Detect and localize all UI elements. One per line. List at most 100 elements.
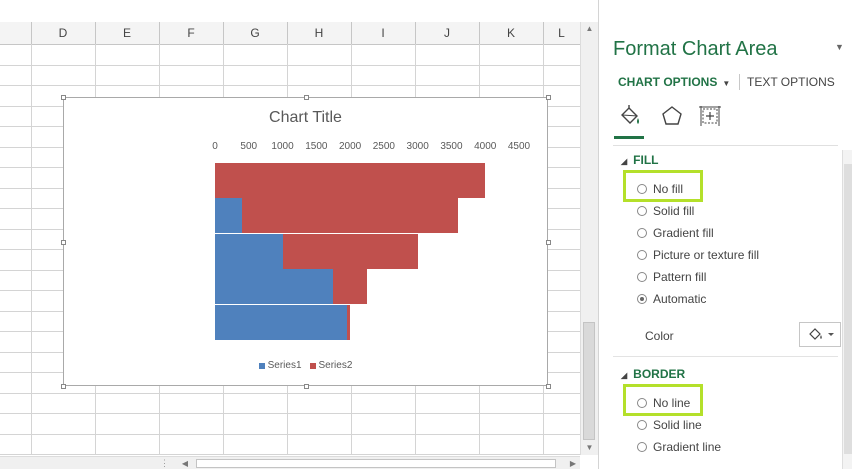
option-label: Solid fill [653,204,695,218]
radio-button[interactable] [637,442,647,452]
option-solid-fill[interactable]: Solid fill [637,204,694,218]
radio-button[interactable] [637,206,647,216]
radio-button[interactable] [637,184,647,194]
column-header[interactable]: J [444,26,450,40]
bar-series2-3[interactable] [282,233,418,269]
resize-handle[interactable] [546,384,551,389]
highlight-box [623,170,703,202]
header-column-divider [351,22,352,44]
grid-row-line [0,393,580,394]
option-solid-line[interactable]: Solid line [637,418,702,432]
bar-series1-4[interactable] [215,269,334,305]
option-no-line[interactable]: No line [637,396,690,410]
axis-tick-label: 2500 [372,141,395,152]
option-automatic[interactable]: Automatic [637,292,706,306]
legend-entry[interactable]: Series2 [309,360,353,371]
scroll-up-arrow-icon[interactable]: ▲ [585,24,594,33]
resize-handle[interactable] [61,239,66,245]
tab-text-options[interactable]: TEXT OPTIONS [747,75,835,89]
collapse-triangle-icon: ◢ [621,157,628,166]
pane-divider [613,145,838,146]
bar-series2-4[interactable] [333,269,367,305]
header-column-divider [159,22,160,44]
column-header[interactable]: E [122,26,131,40]
option-gradient-fill[interactable]: Gradient fill [637,226,714,240]
radio-button[interactable] [637,228,647,238]
border-section-header[interactable]: ◢ BORDER [621,367,685,381]
axis-tick-label: 4000 [474,141,497,152]
resize-handle[interactable] [546,95,551,100]
bar-series1-2[interactable] [215,198,243,234]
bar-series1-3[interactable] [215,233,283,269]
tab-chart-options-label: CHART OPTIONS [618,75,718,89]
pane-scroll-thumb[interactable] [844,164,852,454]
bar-series2-2[interactable] [242,198,459,234]
radio-button[interactable] [637,294,647,304]
resize-handle[interactable] [303,95,309,100]
vertical-scroll-thumb[interactable] [583,322,595,440]
size-properties-icon[interactable] [697,103,723,129]
legend-swatch [258,362,265,369]
column-header[interactable]: H [314,26,324,40]
legend-label: Series2 [318,360,353,371]
header-column-divider [287,22,288,44]
option-label: Solid line [653,418,702,432]
fill-color-picker-button[interactable] [799,322,841,347]
grid-row-line [0,65,580,66]
scroll-left-arrow-icon[interactable]: ◀ [181,459,189,468]
horizontal-scrollbar[interactable]: ◀ ▶ [178,456,580,469]
selected-category-indicator [614,136,644,139]
column-header[interactable]: G [250,26,260,40]
chart-title[interactable]: Chart Title [269,109,342,126]
column-header[interactable]: D [58,26,68,40]
option-no-fill[interactable]: No fill [637,182,683,196]
option-picture-or-texture-fill[interactable]: Picture or texture fill [637,248,759,262]
resize-handle[interactable] [303,384,309,389]
grid-row-line [0,413,580,414]
vertical-scrollbar[interactable]: ▲ ▼ [580,22,598,455]
axis-tick-label: 1000 [271,141,294,152]
resize-handle[interactable] [61,95,66,100]
funnel-chart[interactable]: Chart Title 0 500 1000 1500 2000 2500 3000 3500… [61,95,551,389]
column-header[interactable]: I [381,26,385,40]
section-divider [613,356,838,357]
pane-options-dropdown-icon[interactable]: ▼ [835,42,844,52]
radio-button[interactable] [637,420,647,430]
bar-series2-5[interactable] [346,304,351,340]
option-gradient-line[interactable]: Gradient line [637,440,721,454]
color-label: Color [645,329,674,343]
tab-chart-options[interactable]: CHART OPTIONS ▼ [618,75,730,89]
spreadsheet-grid[interactable]: D E F G H I J K L ▲ ▼ ⋮ ◀ ▶ Chart Title 0 500 1000… [0,0,598,469]
grid-row-line [0,85,580,86]
horizontal-scroll-thumb[interactable] [196,459,556,468]
chart-legend[interactable]: Series1 Series2 [64,360,547,372]
pane-title: Format Chart Area [613,38,778,60]
resize-handle[interactable] [546,239,551,245]
splitter-dots-icon[interactable]: ⋮ [160,458,169,468]
option-label: Pattern fill [653,270,707,284]
bar-series1-5[interactable] [215,304,347,340]
pane-scrollbar[interactable] [842,150,852,469]
scroll-right-arrow-icon[interactable]: ▶ [569,459,577,468]
chevron-down-icon[interactable]: ▼ [722,79,731,88]
option-pattern-fill[interactable]: Pattern fill [637,270,706,284]
axis-tick-label: 2000 [338,141,362,152]
axis-tick-label: 500 [240,141,258,152]
radio-button[interactable] [637,250,647,260]
effects-icon[interactable] [659,103,685,129]
axis-tick-label: 3000 [406,141,429,152]
column-header[interactable]: L [558,26,565,40]
column-header[interactable]: K [506,26,515,40]
fill-line-icon[interactable] [617,103,643,129]
resize-handle[interactable] [61,384,66,389]
radio-button[interactable] [637,398,647,408]
fill-section-header[interactable]: ◢ FILL [621,153,658,167]
radio-button[interactable] [637,272,647,282]
scroll-down-arrow-icon[interactable]: ▼ [585,443,594,452]
sheet-tab-area: ⋮ [0,456,178,469]
header-column-divider [223,22,224,44]
bar-series2-1[interactable] [215,163,486,198]
legend-entry[interactable]: Series1 [258,360,302,371]
legend-swatch [309,362,316,369]
column-header[interactable]: F [187,26,195,40]
